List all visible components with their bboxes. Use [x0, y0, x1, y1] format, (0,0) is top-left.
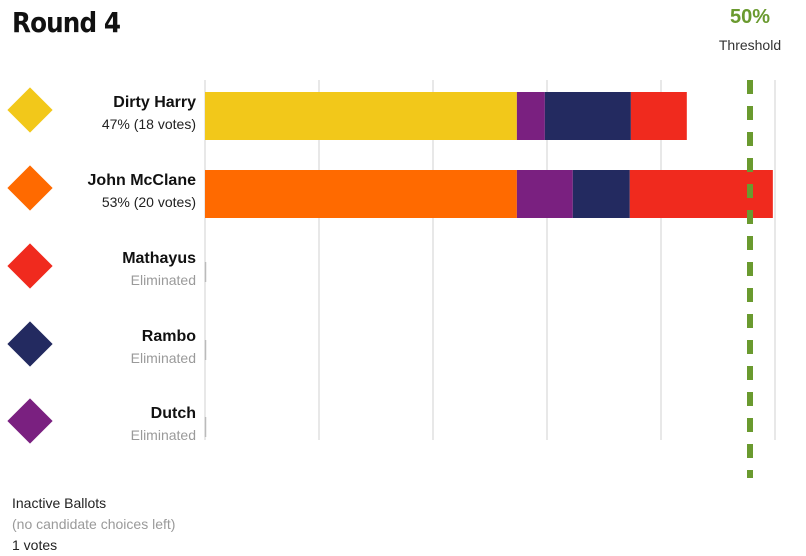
inactive-ballots-subtitle: (no candidate choices left) [12, 516, 176, 532]
candidate-name: Dirty Harry [113, 94, 196, 111]
bar-segment [630, 92, 687, 140]
candidate-diamond-icon [7, 87, 53, 133]
candidate-status: Eliminated [130, 427, 196, 443]
candidate-diamond-icon [7, 321, 53, 367]
inactive-ballots-count: 1 votes [12, 537, 58, 553]
candidate-name: Mathayus [122, 250, 196, 267]
candidate-status: Eliminated [130, 350, 196, 366]
threshold-label: Threshold [718, 37, 782, 53]
threshold-percent: 50% [729, 6, 771, 28]
inactive-ballots-title: Inactive Ballots [12, 495, 107, 511]
round-title: Round 4 [12, 6, 121, 39]
bar-segment [572, 170, 630, 218]
inactive-ballots: Inactive Ballots (no candidate choices l… [12, 493, 175, 556]
candidate-row-dutch: Dutch Eliminated [0, 397, 205, 457]
candidate-row-john-mcclane: John McClane 53% (20 votes) [0, 164, 205, 224]
candidate-diamond-icon [7, 165, 53, 211]
candidate-name: Dutch [150, 405, 196, 422]
candidate-diamond-icon [7, 243, 53, 289]
candidate-status: 53% (20 votes) [101, 194, 196, 210]
bar-segment [516, 170, 573, 218]
candidate-name: Rambo [141, 328, 196, 345]
candidate-row-mathayus: Mathayus Eliminated [0, 242, 205, 302]
bar-segment [516, 92, 545, 140]
candidate-status: Eliminated [130, 272, 196, 288]
candidate-diamond-icon [7, 398, 53, 444]
bar-segment [544, 92, 631, 140]
candidate-status: 47% (18 votes) [101, 116, 196, 132]
candidate-row-rambo: Rambo Eliminated [0, 320, 205, 380]
candidate-name: John McClane [87, 172, 196, 189]
bar-segment [205, 92, 517, 140]
candidate-row-dirty-harry: Dirty Harry 47% (18 votes) [0, 86, 205, 146]
bar-segment [205, 170, 517, 218]
